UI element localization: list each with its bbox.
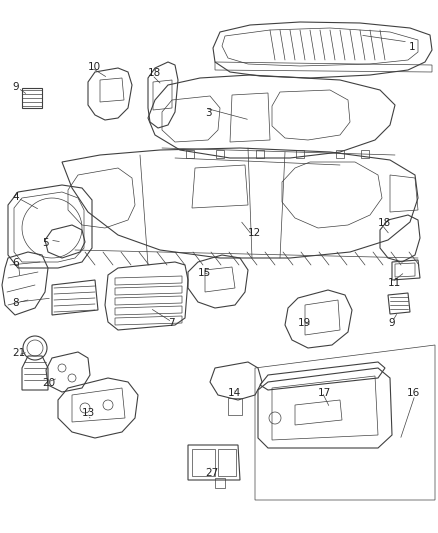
Text: 18: 18 (148, 68, 161, 78)
Text: 14: 14 (228, 388, 241, 398)
Text: 5: 5 (42, 238, 49, 248)
Text: 9: 9 (388, 318, 395, 328)
Text: 15: 15 (198, 268, 211, 278)
Text: 13: 13 (82, 408, 95, 418)
Text: 6: 6 (12, 258, 19, 268)
Text: 19: 19 (298, 318, 311, 328)
Text: 3: 3 (205, 108, 212, 118)
Text: 9: 9 (12, 82, 19, 92)
Text: 7: 7 (168, 318, 175, 328)
Text: 16: 16 (407, 388, 420, 398)
Text: 21: 21 (12, 348, 25, 358)
Text: 18: 18 (378, 218, 391, 228)
Text: 1: 1 (408, 42, 415, 52)
Text: 17: 17 (318, 388, 331, 398)
Text: 4: 4 (12, 192, 19, 202)
Text: 27: 27 (205, 468, 218, 478)
Text: 8: 8 (12, 298, 19, 308)
Text: 11: 11 (388, 278, 401, 288)
Text: 10: 10 (88, 62, 101, 72)
Text: 12: 12 (248, 228, 261, 238)
Text: 20: 20 (42, 378, 55, 388)
